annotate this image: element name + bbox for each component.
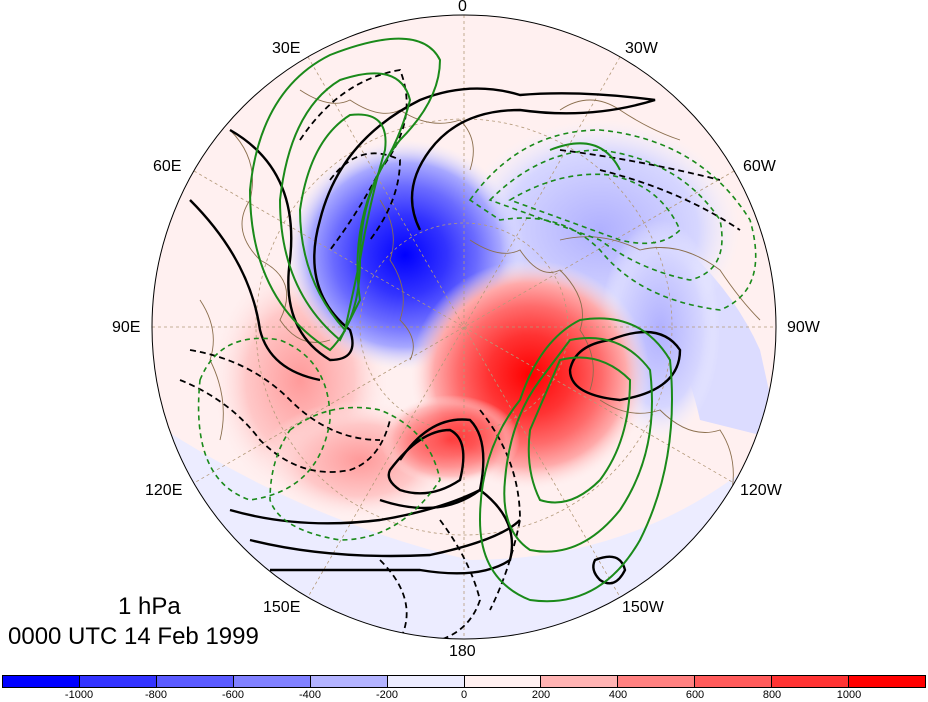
colorbar-tick-label: 400 — [608, 689, 628, 701]
map-boundary — [151, 14, 777, 640]
colorbar-swatch — [79, 676, 157, 687]
lon-label-30e: 30E — [272, 40, 301, 57]
lon-label-90w: 90W — [787, 319, 820, 336]
colorbar-swatch — [464, 676, 542, 687]
colorbar-tick-label: 600 — [685, 689, 705, 701]
lon-label-60e: 60E — [153, 158, 182, 175]
colorbar-tick-label: -600 — [221, 689, 245, 701]
colorbar-tick-label: -200 — [375, 689, 399, 701]
black-dashed-contours — [179, 68, 741, 639]
lon-label-0: 0 — [458, 0, 467, 15]
lon-label-150w: 150W — [622, 599, 664, 616]
colorbar-swatch — [541, 676, 619, 687]
lon-label-90e: 90E — [112, 319, 141, 336]
lon-label-150e: 150E — [263, 599, 301, 616]
lon-label-120e: 120E — [145, 482, 183, 499]
green-solid-contours — [248, 37, 673, 603]
colorbar-swatch — [156, 676, 234, 687]
colorbar-tick-label: -400 — [298, 689, 322, 701]
valid-time-label: 0000 UTC 14 Feb 1999 — [8, 623, 259, 650]
colorbar-swatch — [310, 676, 388, 687]
lon-label-30w: 30W — [625, 40, 658, 57]
lon-label-120w: 120W — [740, 482, 782, 499]
green-dashed-contours — [197, 129, 757, 541]
colorbar-tick-label: 1000 — [836, 689, 862, 701]
colorbar-tick-label: 800 — [762, 689, 782, 701]
lon-label-60w: 60W — [743, 158, 776, 175]
shaded-field — [152, 15, 776, 639]
pressure-level-label: 1 hPa — [118, 593, 181, 620]
lon-label-180: 180 — [449, 643, 476, 660]
colorbar — [2, 675, 926, 688]
colorbar-swatch — [618, 676, 696, 687]
colorbar-tick-label: 0 — [460, 689, 468, 701]
colorbar-tick-label: -800 — [144, 689, 168, 701]
colorbar-swatch — [387, 676, 465, 687]
colorbar-swatch — [3, 676, 80, 687]
colorbar-swatch — [849, 676, 926, 687]
colorbar-tick-label: -1000 — [64, 689, 94, 701]
graticule — [152, 15, 776, 639]
colorbar-swatch — [772, 676, 850, 687]
colorbar-tick-label: 200 — [531, 689, 551, 701]
colorbar-swatch — [233, 676, 311, 687]
colorbar-swatch — [695, 676, 773, 687]
